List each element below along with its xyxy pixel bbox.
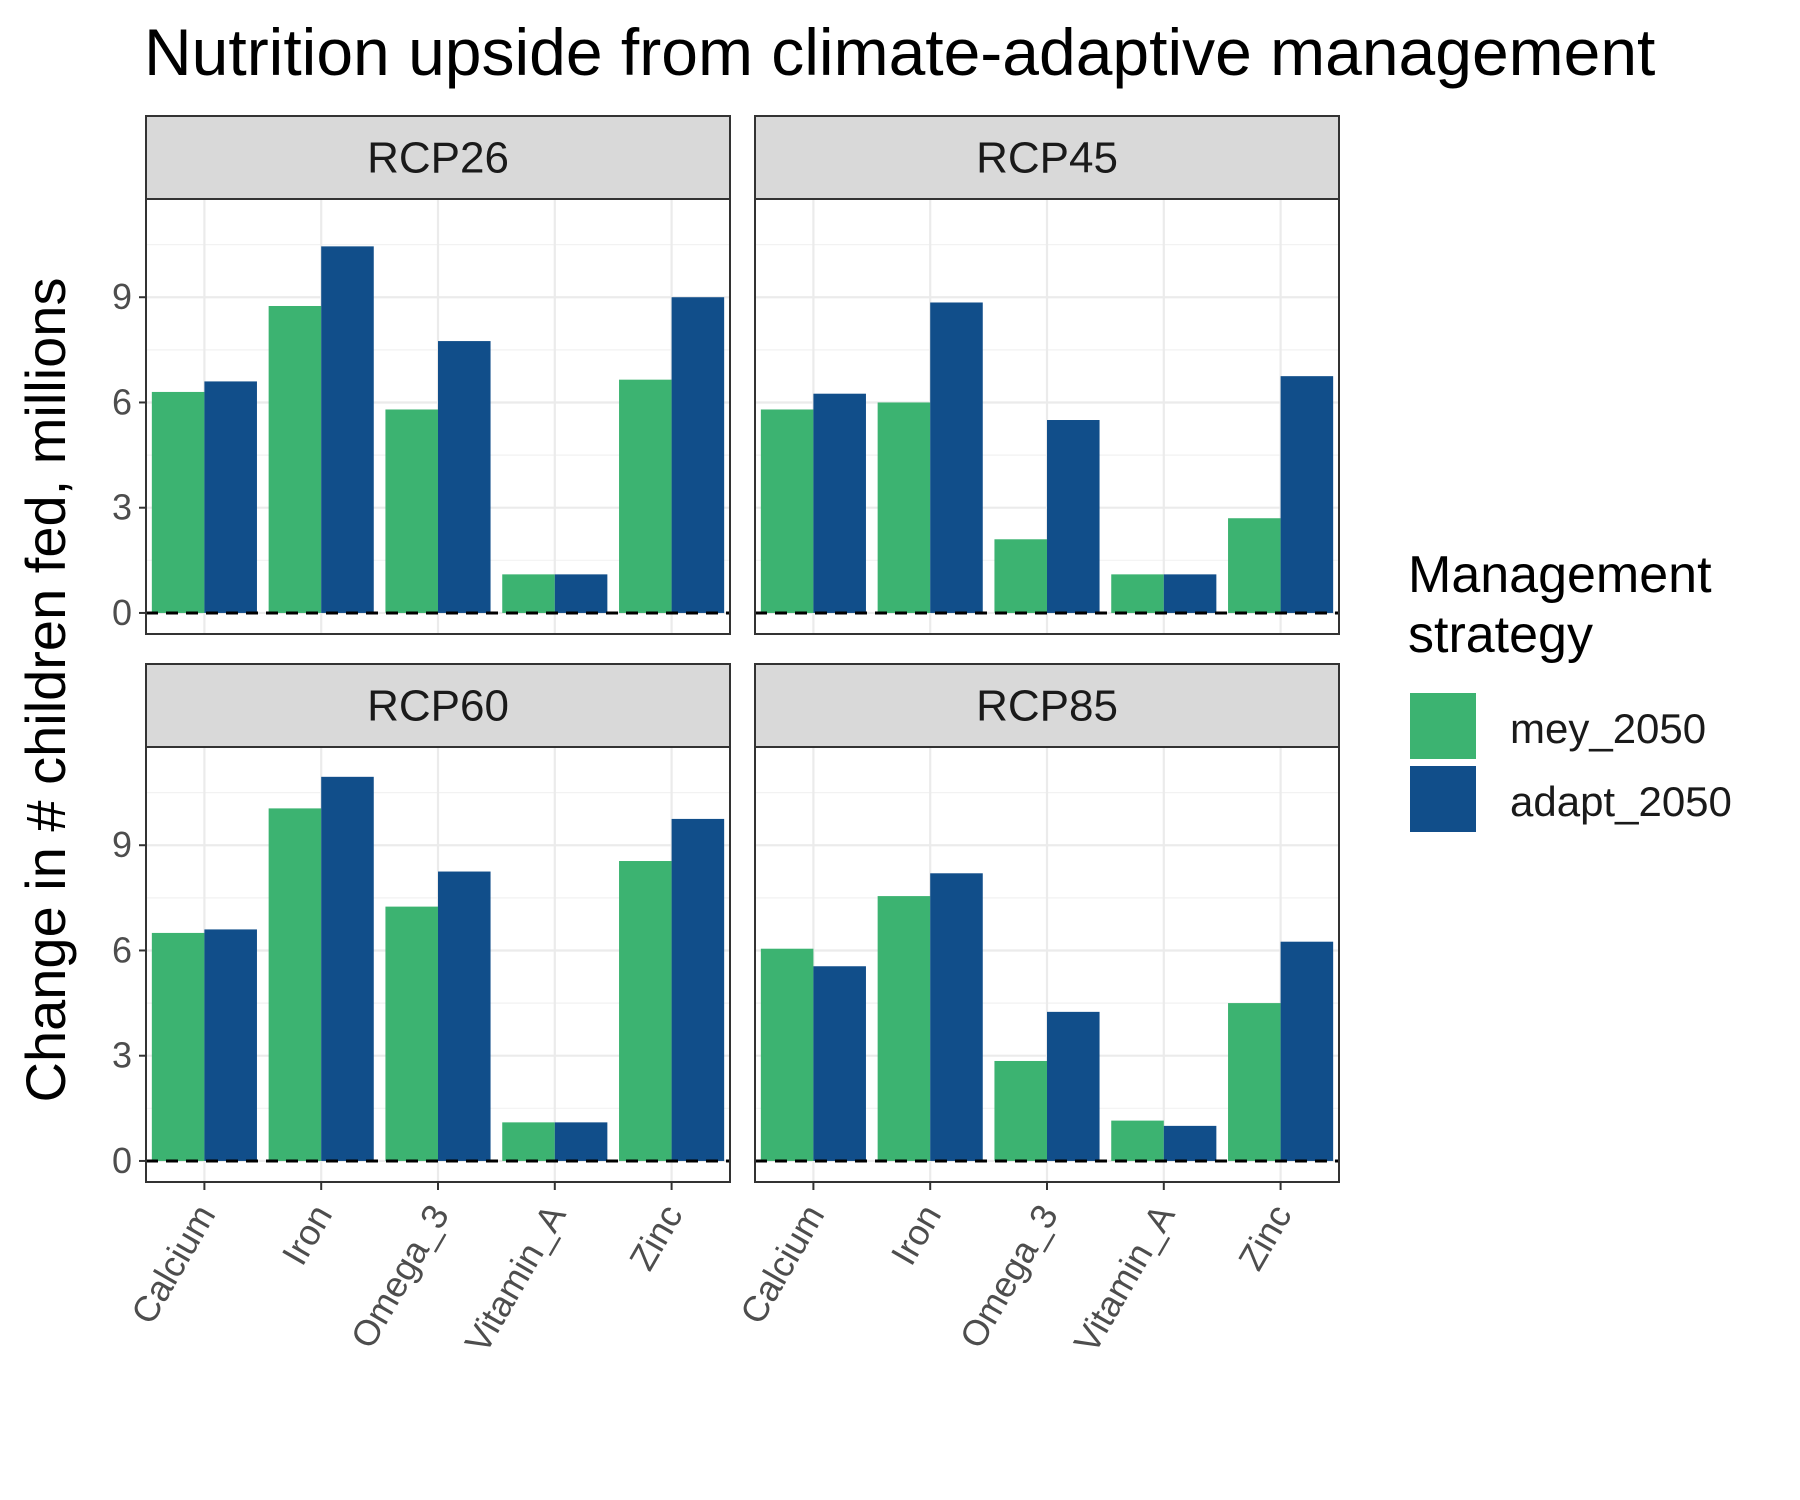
bar-mey_2050-iron (877, 402, 931, 613)
bar-mey_2050-calcium (760, 409, 814, 613)
facet-panel-rcp60: RCP60 0 3 6 9 Calcium Iron Omega_3 Vitamin_A Zinc (112, 663, 731, 1360)
bar-mey_2050-iron (268, 808, 322, 1161)
bar-adapt_2050-zinc (1280, 376, 1334, 613)
bar-mey_2050-vitamin_a (502, 574, 555, 613)
y-tick-label: 9 (112, 276, 132, 317)
bar-adapt_2050-vitamin_a (1163, 1125, 1217, 1161)
bar-adapt_2050-omega_3 (438, 341, 491, 613)
bar-mey_2050-omega_3 (385, 409, 438, 613)
facet-panel-rcp26: RCP26 0 3 6 9 (112, 115, 731, 635)
y-tick-label: 0 (112, 592, 132, 633)
facet-panel-rcp85: RCP85 Calcium Iron Omega_3 Vitamin_A Zinc (732, 663, 1340, 1360)
bar-adapt_2050-zinc (671, 297, 725, 613)
panel-border (145, 198, 731, 635)
bar-mey_2050-zinc (1228, 1003, 1281, 1161)
y-tick-label: 3 (112, 1035, 132, 1076)
bar-mey_2050-calcium (151, 391, 205, 613)
bar-mey_2050-vitamin_a (502, 1122, 555, 1161)
y-tick-label: 6 (112, 381, 132, 422)
legend: Management strategy mey_2050 adapt_2050 (1408, 546, 1732, 832)
bar-adapt_2050-iron (930, 302, 983, 613)
legend-title-line-2: strategy (1408, 606, 1593, 664)
bar-adapt_2050-iron (930, 873, 983, 1161)
bar-mey_2050-vitamin_a (1111, 574, 1164, 613)
bar-adapt_2050-vitamin_a (554, 574, 608, 613)
bar-adapt_2050-zinc (1280, 941, 1334, 1161)
bar-mey_2050-iron (268, 305, 322, 613)
x-tick-label: Omega_3 (342, 1198, 457, 1355)
x-tick-label: Vitamin_A (1066, 1198, 1183, 1360)
bar-adapt_2050-calcium (204, 929, 257, 1161)
bar-mey_2050-calcium (151, 932, 205, 1161)
bar-adapt_2050-vitamin_a (1163, 574, 1217, 613)
legend-key-mey-2050 (1410, 693, 1476, 759)
bar-adapt_2050-calcium (204, 381, 257, 613)
x-tick-label: Calcium (123, 1198, 224, 1331)
facet-panel-rcp45: RCP45 (754, 115, 1340, 635)
bar-adapt_2050-omega_3 (1047, 1011, 1100, 1161)
x-tick-label: Omega_3 (951, 1198, 1066, 1355)
bar-mey_2050-omega_3 (385, 906, 438, 1161)
bar-mey_2050-zinc (619, 379, 672, 613)
y-tick-label: 3 (112, 487, 132, 528)
x-tick-label: Vitamin_A (457, 1198, 574, 1360)
legend-key-adapt-2050 (1410, 766, 1476, 832)
bar-mey_2050-calcium (760, 948, 814, 1161)
bar-adapt_2050-iron (321, 776, 374, 1161)
bar-adapt_2050-calcium (813, 393, 866, 613)
y-tick-label: 9 (112, 824, 132, 865)
bar-adapt_2050-calcium (813, 966, 866, 1161)
facet-strip (145, 115, 731, 200)
bar-adapt_2050-zinc (671, 818, 725, 1161)
bar-mey_2050-omega_3 (994, 1060, 1047, 1161)
panel-border (754, 198, 1340, 635)
bar-mey_2050-omega_3 (994, 539, 1047, 613)
facet-strip-label: RCP85 (976, 682, 1118, 731)
facet-strip (145, 663, 731, 748)
facet-strip-label: RCP60 (367, 682, 509, 731)
bar-adapt_2050-omega_3 (438, 871, 491, 1161)
bar-adapt_2050-omega_3 (1047, 420, 1100, 613)
bar-mey_2050-iron (877, 896, 931, 1161)
facet-strip-label: RCP26 (367, 134, 509, 183)
bar-mey_2050-zinc (619, 861, 672, 1161)
bar-mey_2050-vitamin_a (1111, 1120, 1164, 1161)
bar-mey_2050-zinc (1228, 518, 1281, 613)
facet-strip-label: RCP45 (976, 134, 1118, 183)
legend-label-mey-2050: mey_2050 (1510, 705, 1706, 752)
chart-title: Nutrition upside from climate-adaptive m… (144, 15, 1655, 89)
x-tick-label: Zinc (1230, 1198, 1300, 1277)
y-tick-label: 6 (112, 929, 132, 970)
x-tick-label: Iron (883, 1198, 950, 1272)
y-axis-label: Change in # children fed, millions (14, 278, 77, 1103)
y-tick-label: 0 (112, 1140, 132, 1181)
legend-title-line-1: Management (1408, 546, 1712, 604)
bar-adapt_2050-iron (321, 246, 374, 613)
bar-adapt_2050-vitamin_a (554, 1122, 608, 1161)
x-tick-label: Iron (274, 1198, 341, 1272)
legend-label-adapt-2050: adapt_2050 (1510, 778, 1732, 825)
x-tick-label: Calcium (732, 1198, 833, 1331)
x-tick-label: Zinc (621, 1198, 691, 1277)
